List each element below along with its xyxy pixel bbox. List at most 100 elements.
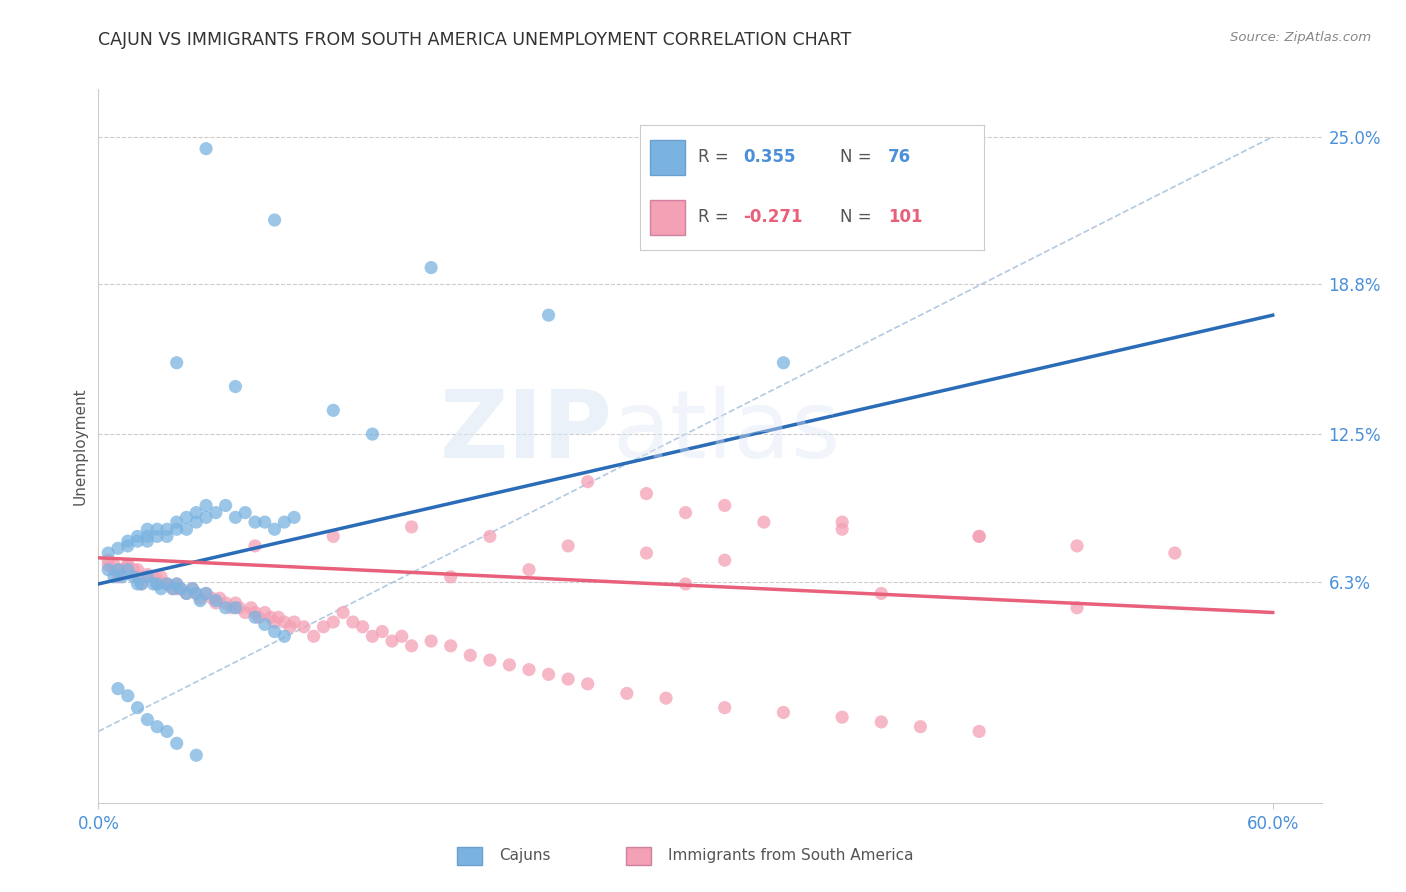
Text: Immigrants from South America: Immigrants from South America [668, 848, 914, 863]
Point [181, 582, 204, 596]
Point [557, 539, 579, 553]
Point [131, 577, 153, 591]
Point [195, 142, 218, 156]
Point [97, 563, 120, 577]
Point [420, 260, 443, 275]
Text: Source: ZipAtlas.com: Source: ZipAtlas.com [1230, 31, 1371, 45]
Bar [650, 200, 685, 235]
Point [150, 582, 173, 596]
Point [371, 624, 394, 639]
Point [831, 515, 853, 529]
Point [967, 529, 990, 543]
Point [967, 724, 990, 739]
Point [259, 610, 281, 624]
Point [176, 522, 198, 536]
Point [186, 586, 208, 600]
Point [302, 629, 325, 643]
Point [440, 570, 463, 584]
Bar [650, 140, 685, 175]
Point [176, 586, 198, 600]
Point [205, 596, 228, 610]
Point [181, 582, 204, 596]
Text: 76: 76 [887, 148, 911, 166]
Point [117, 539, 139, 553]
Point [136, 570, 159, 584]
Text: R =: R = [699, 209, 734, 227]
Point [107, 541, 129, 556]
Point [103, 570, 125, 584]
Point [146, 529, 169, 543]
Text: CAJUN VS IMMIGRANTS FROM SOUTH AMERICA UNEMPLOYMENT CORRELATION CHART: CAJUN VS IMMIGRANTS FROM SOUTH AMERICA U… [98, 31, 852, 49]
Point [557, 672, 579, 686]
Text: R =: R = [699, 148, 734, 166]
Point [146, 720, 169, 734]
Point [772, 706, 794, 720]
Point [176, 510, 198, 524]
Point [111, 563, 134, 577]
Point [273, 515, 295, 529]
Point [136, 570, 159, 584]
Point [870, 586, 893, 600]
Point [458, 648, 481, 663]
Text: 101: 101 [887, 209, 922, 227]
Point [97, 558, 120, 572]
Point [117, 689, 139, 703]
Point [224, 600, 246, 615]
Point [243, 515, 266, 529]
Point [870, 714, 893, 729]
Point [1066, 539, 1088, 553]
Point [195, 586, 218, 600]
Point [107, 570, 129, 584]
Point [675, 506, 697, 520]
Point [166, 736, 188, 750]
Point [136, 522, 159, 536]
Point [391, 629, 413, 643]
Point [205, 506, 228, 520]
Text: N =: N = [839, 209, 876, 227]
Point [103, 558, 125, 572]
Point [263, 615, 285, 629]
Point [292, 620, 315, 634]
Point [283, 615, 305, 629]
Text: ZIP: ZIP [439, 385, 612, 478]
Point [713, 499, 735, 513]
Point [1066, 600, 1088, 615]
Point [517, 663, 540, 677]
Point [162, 582, 184, 596]
Point [228, 600, 250, 615]
Point [224, 596, 246, 610]
Point [352, 620, 374, 634]
Point [156, 522, 179, 536]
Point [195, 586, 218, 600]
Point [576, 475, 599, 489]
Point [243, 606, 266, 620]
Point [97, 553, 120, 567]
Point [188, 591, 211, 606]
Point [772, 356, 794, 370]
Point [166, 577, 188, 591]
Point [1164, 546, 1187, 560]
Point [752, 515, 775, 529]
Point [186, 586, 208, 600]
Point [253, 515, 276, 529]
Point [131, 577, 153, 591]
Text: 0.355: 0.355 [744, 148, 796, 166]
Point [224, 510, 246, 524]
Point [537, 667, 560, 681]
Point [636, 546, 658, 560]
Point [332, 606, 354, 620]
Point [122, 570, 145, 584]
Point [243, 539, 266, 553]
Point [233, 506, 256, 520]
Point [278, 620, 301, 634]
Point [127, 529, 149, 543]
Point [169, 582, 191, 596]
Point [253, 617, 276, 632]
Point [176, 586, 198, 600]
Point [273, 615, 295, 629]
Point [675, 577, 697, 591]
Point [273, 629, 295, 643]
Point [195, 499, 218, 513]
Point [224, 379, 246, 393]
Point [361, 629, 384, 643]
